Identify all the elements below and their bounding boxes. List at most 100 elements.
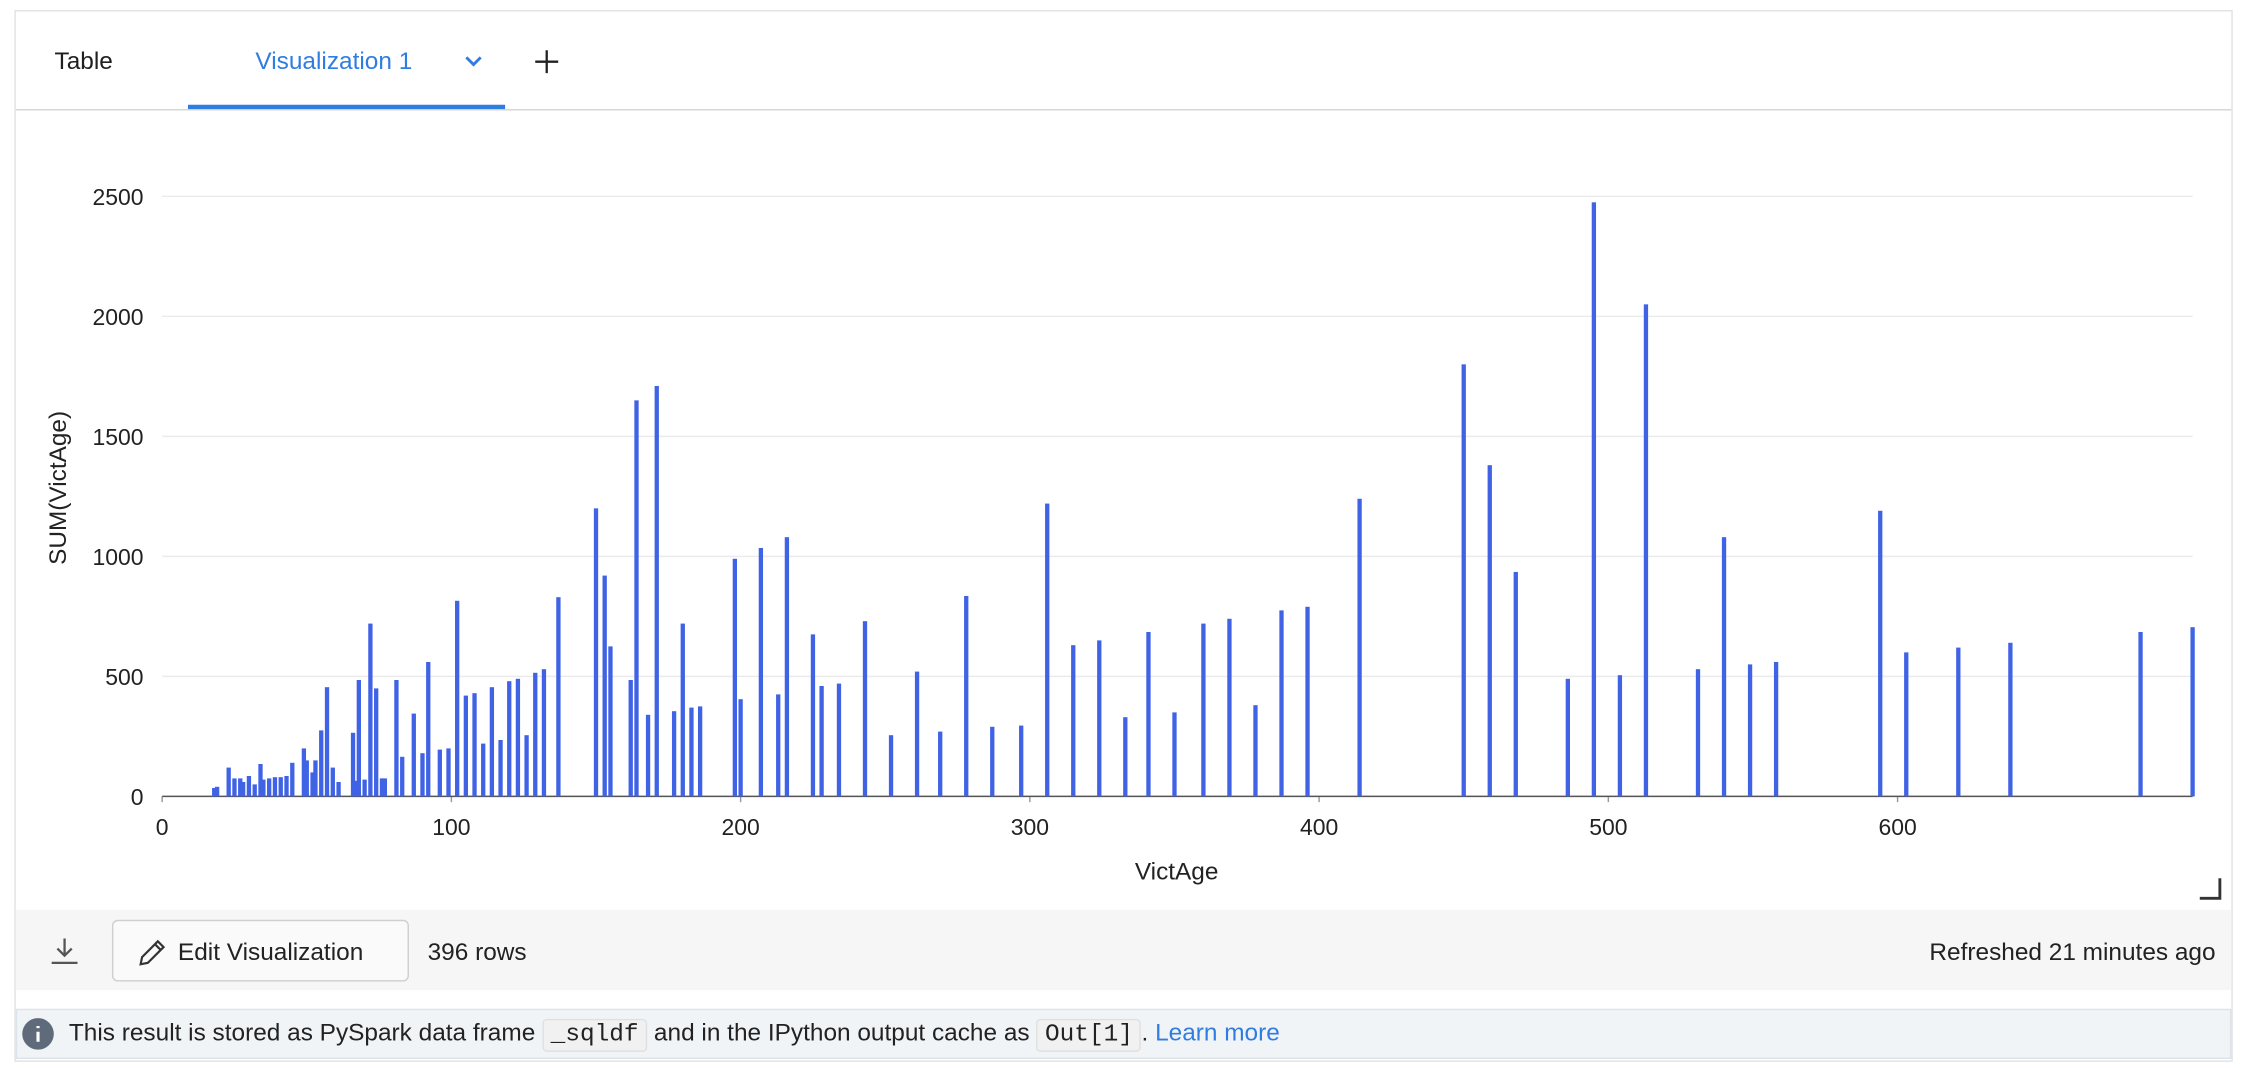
refresh-time: Refreshed 21 minutes ago <box>1929 938 2216 966</box>
bar <box>1201 623 1206 797</box>
info-text-1: This result is stored as PySpark data fr… <box>68 1018 536 1047</box>
bar <box>238 778 243 797</box>
x-tick-label: 600 <box>1878 814 1916 840</box>
x-tick-label: 300 <box>1011 814 1049 840</box>
bar <box>1146 631 1151 797</box>
bar <box>212 787 217 797</box>
bar <box>382 778 388 797</box>
bar <box>507 681 512 797</box>
bar <box>1172 712 1177 797</box>
bar <box>446 748 451 797</box>
bar <box>602 575 607 797</box>
bar <box>938 731 943 797</box>
bar <box>252 784 257 797</box>
bar <box>246 775 252 797</box>
bar <box>498 739 503 797</box>
tab-underline <box>187 104 506 110</box>
bar <box>2008 642 2013 797</box>
row-count: 396 rows <box>427 938 527 966</box>
bar <box>1487 465 1492 797</box>
info-icon <box>22 1018 54 1050</box>
bar <box>2138 631 2143 797</box>
bar <box>556 597 561 797</box>
bar <box>284 775 289 797</box>
bar <box>1019 725 1024 797</box>
x-tick-label: 100 <box>432 814 470 840</box>
x-tick-label: 200 <box>721 814 759 840</box>
bar <box>313 760 318 797</box>
bar <box>411 713 416 797</box>
y-tick-label: 500 <box>105 664 143 690</box>
y-tick-label: 2500 <box>92 184 143 210</box>
bar <box>240 781 246 797</box>
learn-more-link[interactable]: Learn more <box>1155 1018 1280 1047</box>
tab-divider <box>15 109 2232 111</box>
add-tab[interactable] <box>534 49 560 75</box>
bar <box>350 732 356 797</box>
bar <box>654 385 659 797</box>
bar <box>1956 647 1961 797</box>
bar <box>353 780 359 797</box>
bar <box>758 547 764 797</box>
bar <box>1045 503 1050 797</box>
chart: VictAge SUM(VictAge) 0500100015002000250… <box>45 184 2222 900</box>
bar <box>1123 717 1128 797</box>
bar <box>1253 705 1258 797</box>
bar <box>362 779 367 797</box>
bar <box>1461 364 1466 797</box>
pencil-icon <box>139 939 166 966</box>
bar <box>1904 652 1909 797</box>
bar <box>634 400 639 797</box>
bar <box>738 699 743 797</box>
bar <box>776 694 781 797</box>
bar <box>1279 610 1284 797</box>
x-tick-label: 500 <box>1589 814 1627 840</box>
bar <box>437 749 442 797</box>
bar <box>836 683 842 797</box>
bar <box>862 621 868 797</box>
bar <box>481 743 486 797</box>
download-button[interactable] <box>49 936 81 968</box>
bar <box>914 671 920 797</box>
edit-button[interactable]: Edit Visualization <box>111 919 409 982</box>
bar <box>671 711 677 797</box>
bar <box>697 706 703 797</box>
bar <box>258 763 263 797</box>
info-code-1: _sqldf <box>542 1018 648 1052</box>
bar <box>290 762 295 797</box>
bar <box>304 760 309 797</box>
bar <box>267 778 272 797</box>
y-tick-label: 2000 <box>92 304 143 330</box>
bar <box>278 777 283 797</box>
tab-chevron[interactable] <box>462 52 485 72</box>
y-tick-label: 0 <box>131 784 144 810</box>
bar <box>330 767 335 797</box>
bar <box>214 786 220 797</box>
bar <box>310 772 315 797</box>
bar <box>368 623 373 797</box>
bar <box>1617 675 1623 797</box>
bar <box>1721 537 1727 797</box>
table-tab[interactable]: Table <box>54 47 113 75</box>
visualization-tab[interactable]: Visualization 1 <box>255 47 413 75</box>
bar <box>1591 202 1597 797</box>
y-tick-label: 1500 <box>92 424 143 450</box>
bar <box>1747 664 1753 797</box>
bar <box>1695 669 1701 797</box>
bar <box>379 778 385 797</box>
bar <box>1071 645 1076 797</box>
info-text-2: and in the IPython output cache as <box>653 1018 1030 1047</box>
bar <box>420 753 425 797</box>
bar <box>400 756 405 797</box>
resize-handle[interactable] <box>2199 878 2222 900</box>
bar <box>645 714 651 797</box>
x-tick-label: 400 <box>1300 814 1338 840</box>
bar <box>472 693 477 797</box>
bar <box>374 688 379 797</box>
bar <box>394 679 399 797</box>
bar <box>2190 627 2195 797</box>
bar <box>888 735 894 797</box>
bar <box>319 730 324 797</box>
bar <box>301 748 307 797</box>
